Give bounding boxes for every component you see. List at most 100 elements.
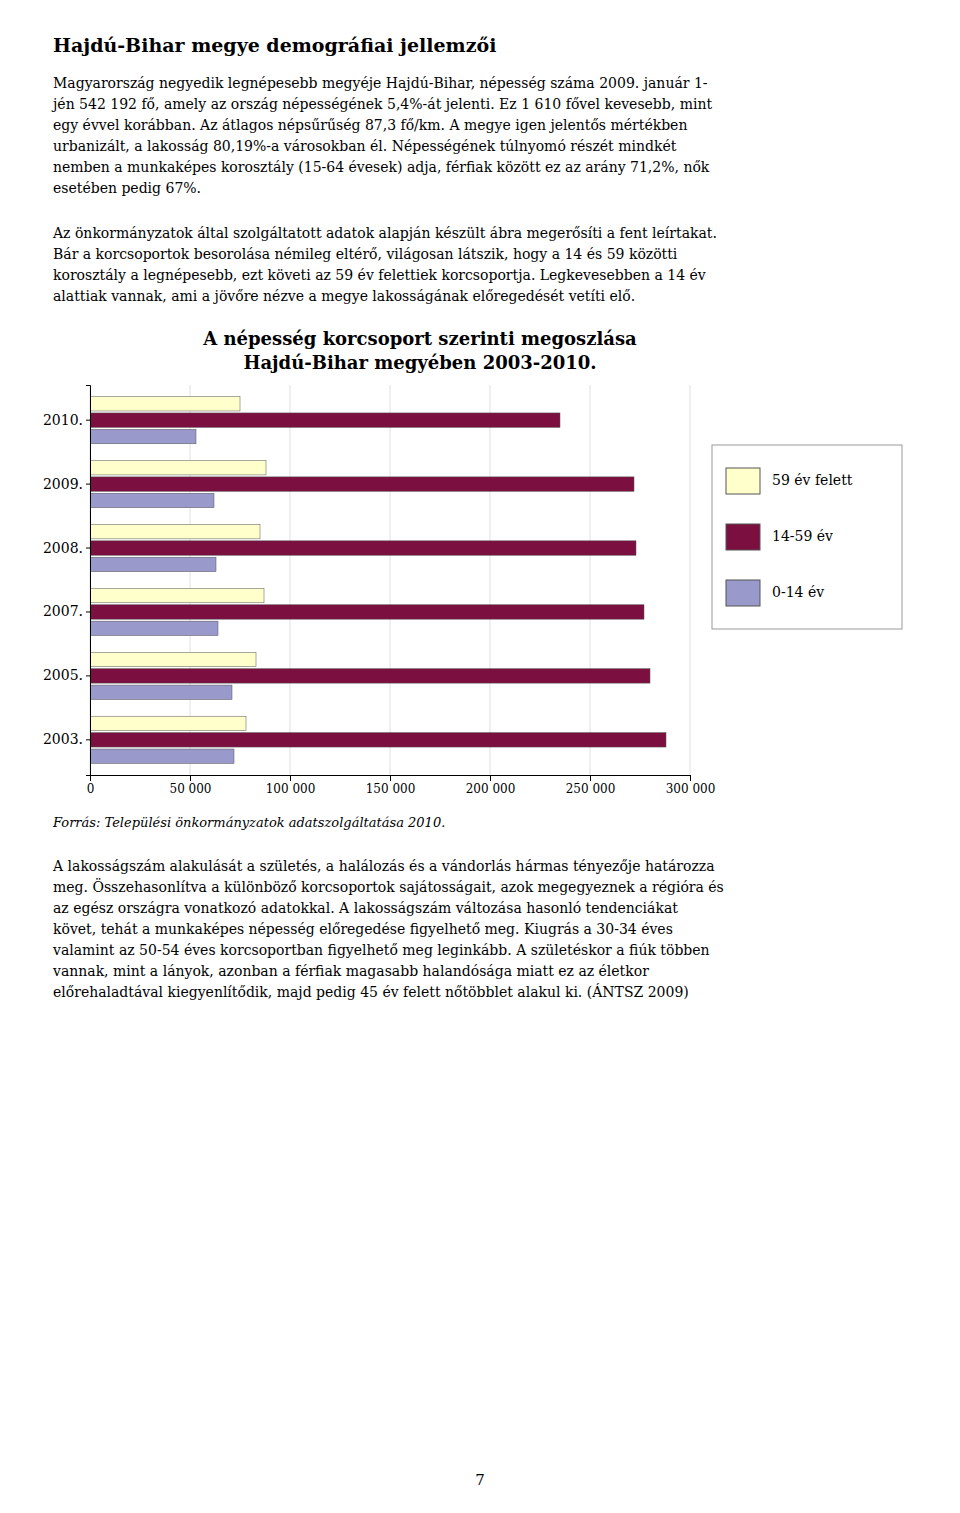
x-tick: 50 000 [170,775,212,796]
x-tick-label: 150 000 [366,782,416,796]
x-tick: 150 000 [366,775,416,796]
bar [90,669,650,683]
x-tick-mark [490,775,491,781]
bar [90,716,246,730]
y-tick: 2007. [43,603,90,619]
chart-title: A népesség korcsoport szerinti megoszlás… [202,328,637,373]
bar [90,605,644,619]
legend-label: 14-59 év [772,528,833,544]
legend: 59 év felett 14-59 év 0-14 év [712,445,902,629]
x-tick: 300 000 [666,775,716,796]
x-tick-label: 200 000 [466,782,516,796]
legend-swatch [726,580,760,606]
y-tick-mark [86,548,90,549]
bar [90,413,560,427]
legend-label: 59 év felett [772,472,853,488]
paragraph-line: A lakosságszám alakulását a születés, a … [52,858,715,874]
y-tick-label: 2008. [43,540,83,556]
paragraph: Magyarország negyedik legnépesebb megyéj… [51,75,712,196]
page-number: 7 [475,1471,485,1489]
chart-title-line: Hajdú-Bihar megyében 2003-2010. [243,352,596,373]
bar [90,557,216,571]
bar [90,621,218,635]
y-tick-label: 2005. [43,667,83,683]
bar [90,493,214,507]
paragraph-line: követ, tehát a munkaképes népesség előre… [53,921,673,937]
grid-line [290,385,291,775]
x-tick-label: 300 000 [666,782,716,796]
x-tick-label: 100 000 [266,782,316,796]
y-tick: 2003. [43,731,90,747]
y-tick-label: 2003. [43,731,83,747]
paragraph-line: vannak, mint a lányok, azonban a férfiak… [52,963,649,979]
x-tick: 0 [87,775,95,796]
page: Hajdú-Bihar megye demográfiai jellemzői M… [0,0,960,1513]
legend-label: 0-14 év [772,584,824,600]
y-tick-label: 2009. [43,476,83,492]
y-tick: 2010. [43,412,90,428]
page-heading: Hajdú-Bihar megye demográfiai jellemzői [53,34,496,56]
x-tick: 250 000 [566,775,616,796]
bar [90,541,636,555]
bar [90,588,264,602]
x-tick-mark [190,775,191,781]
x-axis-line [91,776,691,782]
y-tick-mark [86,675,90,676]
bar [90,397,240,411]
source: Forrás: Települési önkormányzatok adatsz… [52,815,445,830]
y-tick-mark [86,611,90,612]
bars [90,397,666,764]
legend-swatch [726,524,760,550]
bar [90,733,666,747]
x-tick-mark [390,775,391,781]
paragraph-line: Az önkormányzatok által szolgáltatott ad… [52,225,717,241]
bar [90,429,196,443]
y-tick: 2008. [43,540,90,556]
grid [90,385,690,775]
y-axis: 2010. 2009. 2008. 2007. 2005. 2003. [43,386,91,776]
grid-line [590,385,591,775]
paragraph-line: előrehaladtával kiegyenlítődik, majd ped… [53,983,689,1000]
bar [90,749,234,763]
x-tick-mark [690,775,691,781]
grid-line [390,385,391,775]
bar-series [90,429,234,763]
y-tick-mark [86,420,90,421]
bar [90,652,256,666]
y-tick-mark [86,484,90,485]
chart: 0 50 000 100 000 150 000 200 000 250 000 300 0… [43,385,715,796]
paragraph-line: Magyarország negyedik legnépesebb megyéj… [53,75,708,91]
paragraph-line: egy évvel korábban. Az átlagos népsűrűsé… [53,117,687,133]
paragraph-line: meg. Összehasonlítva a különböző korcsop… [53,878,724,895]
paragraph: A lakosságszám alakulását a születés, a … [52,858,724,1000]
paragraph: Az önkormányzatok által szolgáltatott ad… [52,225,717,304]
x-tick-mark [590,775,591,781]
chart-title-line: A népesség korcsoport szerinti megoszlás… [202,328,637,349]
x-tick-label: 50 000 [170,782,212,796]
paragraph-line: korosztály a legnépesebb, ezt követi az … [53,267,706,283]
bar [90,524,260,538]
bar [90,460,266,474]
paragraph-line: urbanizált, a lakosság 80,19%-a városokb… [53,138,677,154]
paragraph-line: nemben a munkaképes korosztály (15-64 év… [53,159,710,175]
y-tick: 2005. [43,667,90,683]
bar-series [90,413,666,747]
y-tick-mark [86,739,90,740]
y-tick-label: 2007. [43,603,83,619]
x-tick-label: 250 000 [566,782,616,796]
bar [90,685,232,699]
grid-line [690,385,691,775]
y-tick: 2009. [43,476,90,492]
paragraph-line: alattiak vannak, ami a jövőre nézve a me… [53,288,635,304]
paragraph-line: valamint az 50-54 éves korcsoportban fig… [52,942,710,958]
paragraph-line: esetében pedig 67%. [53,180,201,196]
paragraph-line: Bár a korcsoportok besorolása némileg el… [53,246,678,262]
x-tick: 100 000 [266,775,316,796]
grid-line [490,385,491,775]
y-tick-label: 2010. [43,412,83,428]
paragraph-line: az egész országra vonatkozó adatokkal. A… [53,900,678,916]
legend-swatch [726,468,760,494]
x-tick-mark [290,775,291,781]
paragraph-line: jén 542 192 fő, amely az ország népesség… [51,96,712,112]
x-tick-label: 0 [87,782,95,796]
